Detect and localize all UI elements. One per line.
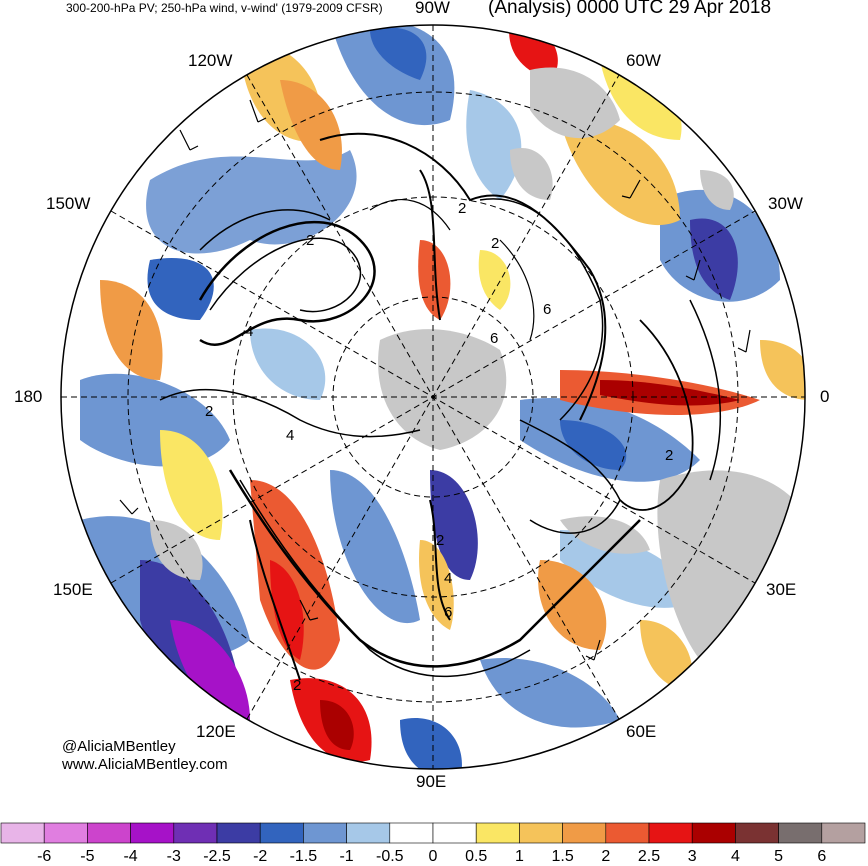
header-right-title: (Analysis) 0000 UTC 29 Apr 2018 (488, 0, 772, 18)
pv-contour-label: 2 (293, 677, 302, 694)
colorbar-tick-label: -2.5 (203, 848, 231, 865)
lon-label-90w: 90W (415, 0, 450, 17)
lon-label-30w: 30W (768, 194, 803, 213)
lon-label-120e: 120E (196, 722, 236, 741)
pv-contour-label: 2 (458, 200, 467, 217)
header-left-title: 300-200-hPa PV; 250-hPa wind, v-wind' (1… (66, 1, 383, 15)
lon-label-60w: 60W (626, 51, 661, 70)
credit-handle: @AliciaMBentley (62, 738, 176, 755)
wind-barbs (119, 99, 751, 661)
colorbar-tick-label: -4 (123, 848, 138, 865)
colorbar-tick-label: 1.5 (551, 848, 574, 865)
colorbar-tick-label: 6 (817, 848, 827, 865)
pv-contour-label: 2 (205, 403, 214, 420)
colorbar-tick-label: -1.5 (289, 848, 318, 865)
map-boundary (60, 24, 806, 770)
colorbar-tick-label: 2 (601, 848, 611, 865)
colorbar-tick-label: 1 (514, 848, 524, 865)
colorbar-tick-label: -5 (80, 848, 95, 865)
colorbar-tick-label: 0 (428, 848, 438, 865)
pv-contour-label: 2 (306, 232, 315, 249)
pv-contours (159, 132, 722, 681)
lon-label-0: 0 (820, 387, 830, 406)
lat-lon-grid (61, 25, 805, 769)
greenland-arctic-land (378, 329, 507, 450)
colorbar-tick-label: 4 (730, 848, 740, 865)
pv-contour-label: 4 (245, 323, 254, 340)
lon-label-150e: 150E (53, 580, 93, 599)
colorbar-tick-label: -0.5 (376, 848, 404, 865)
lon-label-90e: 90E (416, 772, 447, 791)
lon-label-180: 180 (14, 387, 43, 406)
colorbar-tick-label: -1 (339, 848, 354, 865)
colorbar-tick-label: 2.5 (637, 848, 661, 865)
pv-contour-label: 4 (444, 570, 453, 587)
pv-contour-label: 2 (436, 532, 445, 549)
pv-contour-label: 4 (286, 427, 295, 444)
lon-label-120w: 120W (188, 51, 233, 70)
lon-label-30e: 30E (766, 580, 797, 599)
colorbar-tick-label: 5 (774, 848, 784, 865)
pv-contour-label: 2 (665, 447, 674, 464)
colorbar-tick-label: -3 (166, 848, 181, 865)
colorbar-tick-label: 3 (687, 848, 697, 865)
lon-label-60e: 60E (626, 722, 657, 741)
colorbar-tick-label: -6 (37, 848, 52, 865)
pv-contour-label: 6 (444, 604, 453, 621)
colorbar-tick-label: -2 (253, 848, 268, 865)
credit-website: www.AliciaMBentley.com (62, 756, 228, 773)
lon-label-150w: 150W (46, 194, 91, 213)
pv-contour-label: 2 (491, 235, 500, 252)
pv-contour-label: 6 (490, 330, 499, 347)
pv-contour-label: 6 (543, 301, 552, 318)
colorbar-tick-label: 0.5 (465, 848, 488, 865)
